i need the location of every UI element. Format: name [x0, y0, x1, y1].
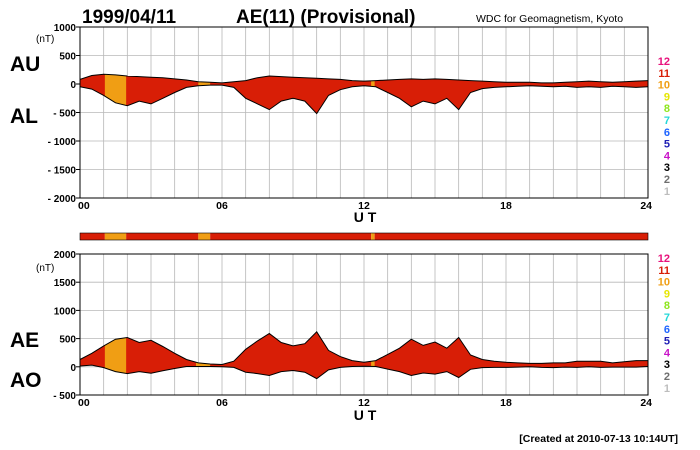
au-al-x-axis-label: U T — [354, 209, 377, 225]
legend-item-5: 5 — [664, 139, 670, 151]
au-line — [79, 73, 649, 84]
legend-item-2: 2 — [664, 371, 670, 383]
station-overlay-segment — [104, 331, 127, 379]
station-overlay-segment — [371, 331, 375, 379]
au-al-x-ticks: 00 06 12 18 24 — [78, 200, 652, 212]
strip-frame — [79, 232, 649, 241]
ao-side-label: AO — [10, 369, 42, 392]
ao-line — [79, 364, 649, 380]
ae-ao-x-axis-label: U T — [354, 407, 377, 423]
y-tick-label: 500 — [59, 52, 76, 63]
ae-line — [79, 331, 648, 366]
legend-item-12: 12 — [658, 56, 670, 68]
legend-item-9: 9 — [664, 288, 670, 300]
legend-item-8: 8 — [664, 103, 670, 115]
legend-item-11: 11 — [658, 68, 670, 80]
created-note: [Created at 2010-07-13 10:14UT] — [519, 433, 678, 445]
legend-item-1: 1 — [664, 186, 670, 198]
legend-item-10: 10 — [658, 277, 670, 289]
strip-segment — [198, 233, 211, 240]
ae-ao-panel: 2000 1500 1000 500 0 - 500 00 06 12 18 24 (nT) AE… — [10, 250, 652, 423]
legend-item-7: 7 — [664, 115, 670, 127]
y-tick-label: 1500 — [54, 278, 77, 289]
legend-item-1: 1 — [664, 383, 670, 395]
strip-segment — [126, 233, 199, 240]
legend-item-12: 12 — [658, 253, 670, 265]
ae-ao-x-ticks: 00 06 12 18 24 — [78, 397, 652, 409]
legend-item-6: 6 — [664, 127, 670, 139]
y-tick-label: - 1000 — [48, 137, 77, 148]
strip-segment — [210, 233, 372, 240]
au-side-label: AU — [10, 53, 40, 76]
legend-item-4: 4 — [664, 150, 671, 162]
y-tick-label: 500 — [59, 335, 76, 346]
au-al-panel: 1000 500 0 - 500 - 1000 - 1500 - 2000 00 06 12 18… — [10, 23, 652, 225]
x-tick-label: 24 — [640, 200, 652, 212]
x-tick-label: 00 — [78, 397, 90, 409]
y-tick-label: - 500 — [53, 109, 76, 120]
x-tick-label: 18 — [500, 200, 512, 212]
strip-segment — [374, 233, 648, 240]
al-side-label: AL — [10, 105, 38, 128]
y-tick-label: 1000 — [54, 23, 77, 34]
x-tick-label: 06 — [216, 200, 228, 212]
legend-item-5: 5 — [664, 336, 670, 348]
x-tick-label: 12 — [358, 397, 370, 409]
au-al-area-fill — [80, 74, 648, 114]
strip-segment — [371, 233, 375, 240]
y-tick-label: 2000 — [54, 250, 77, 261]
al-line — [79, 84, 649, 115]
x-tick-label: 18 — [500, 397, 512, 409]
legend-item-4: 4 — [664, 347, 671, 359]
legend-item-3: 3 — [664, 359, 670, 371]
chart-date: 1999/04/11 — [82, 7, 176, 28]
x-tick-label: 00 — [78, 200, 90, 212]
ae-ao-station-overlay — [104, 331, 375, 379]
legend-item-2: 2 — [664, 174, 670, 186]
legend-item-6: 6 — [664, 324, 670, 336]
legend-item-9: 9 — [664, 91, 670, 103]
chart-title: AE(11) (Provisional) — [236, 7, 416, 28]
ae-side-label: AE — [10, 329, 39, 352]
legend-item-10: 10 — [658, 80, 670, 92]
legend-item-7: 7 — [664, 312, 670, 324]
y-tick-label: - 2000 — [48, 194, 77, 205]
chart-source: WDC for Geomagnetism, Kyoto — [476, 13, 623, 25]
legend-item-11: 11 — [658, 265, 670, 277]
x-tick-label: 06 — [216, 397, 228, 409]
ae-ao-unit-label: (nT) — [36, 263, 54, 274]
y-tick-label: 0 — [70, 80, 76, 91]
x-tick-label: 12 — [358, 200, 370, 212]
y-tick-label: 1000 — [54, 306, 77, 317]
ae-ao-y-ticks: 2000 1500 1000 500 0 - 500 — [53, 250, 80, 402]
legend-item-3: 3 — [664, 162, 670, 174]
au-al-grid — [80, 27, 648, 198]
strip-segment — [104, 233, 127, 240]
ae-ao-frame — [79, 253, 649, 396]
y-tick-label: - 1500 — [48, 166, 77, 177]
x-tick-label: 24 — [640, 397, 652, 409]
y-tick-label: - 500 — [53, 391, 76, 402]
ae-ao-grid — [80, 254, 648, 395]
au-al-y-ticks: 1000 500 0 - 500 - 1000 - 1500 - 2000 — [48, 23, 80, 205]
au-al-unit-label: (nT) — [36, 34, 54, 45]
station-count-strip — [79, 232, 649, 241]
strip-segment — [80, 233, 105, 240]
y-tick-label: 0 — [70, 363, 76, 374]
legend-item-8: 8 — [664, 300, 670, 312]
